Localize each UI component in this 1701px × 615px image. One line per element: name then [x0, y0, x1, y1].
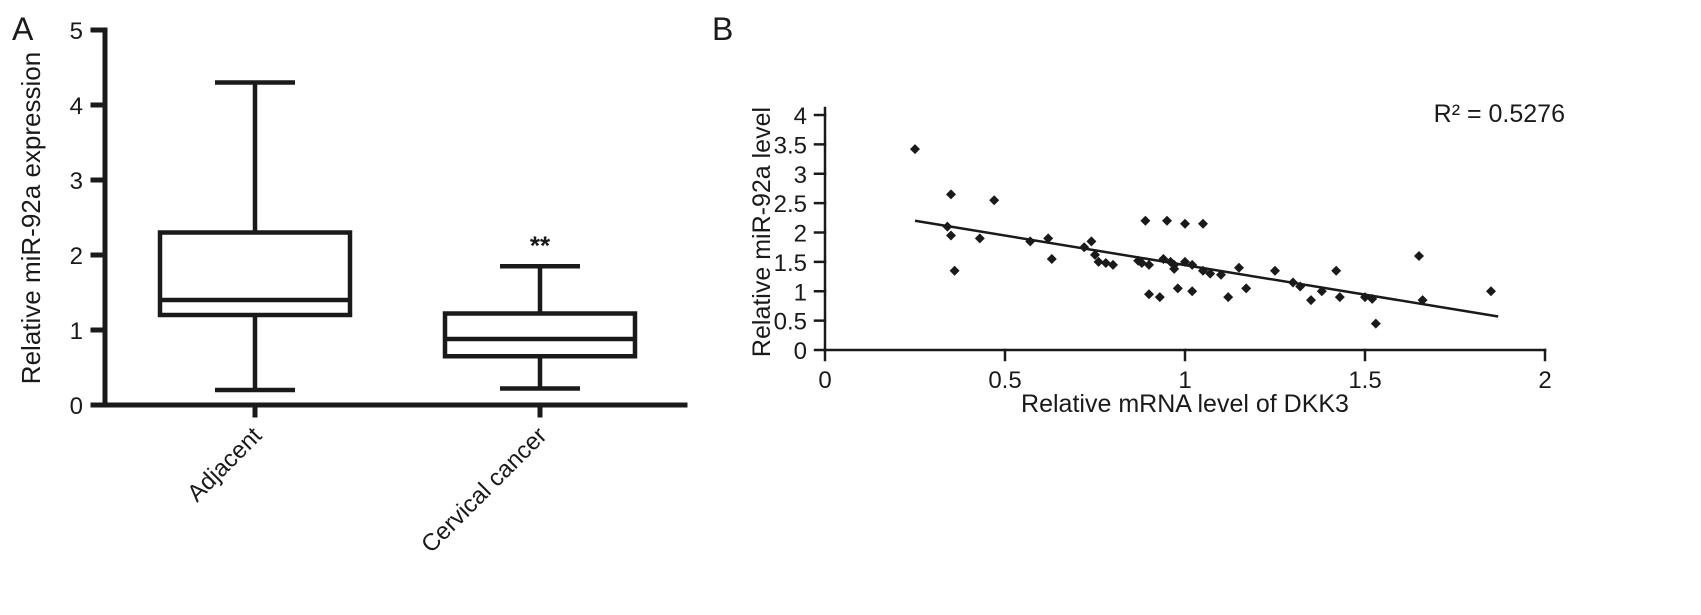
scatter-point: [1046, 253, 1057, 264]
scatter-x-axis-title: Relative mRNA level of DKK3: [1021, 390, 1349, 418]
y-tick-label: 2: [794, 221, 807, 248]
scatter-point: [1100, 258, 1111, 269]
scatter-point: [1144, 289, 1154, 300]
scatter-point: [974, 233, 985, 244]
scatter-point: [1169, 263, 1180, 274]
y-tick-label: 0: [794, 338, 807, 365]
scatter-point: [1370, 318, 1381, 329]
y-tick-label: 5: [70, 18, 83, 45]
scatter-point: [1140, 215, 1151, 226]
y-tick-label: 4: [794, 103, 807, 130]
category-label: Cervical cancer: [416, 422, 552, 558]
scatter-point: [1108, 259, 1118, 270]
scatter-point: [1043, 233, 1054, 244]
category-label: Adjacent: [182, 422, 267, 507]
scatter-point: [1306, 295, 1316, 306]
scatter-point: [1198, 218, 1208, 229]
scatter-point: [946, 189, 956, 200]
scatter-point: [1154, 292, 1165, 303]
scatter-point: [989, 195, 1000, 206]
scatter-panel: 00.511.522.533.540 0.5 1 1.5 2: [774, 103, 1552, 394]
scatter-point: [1090, 249, 1100, 260]
scatter-point: [1162, 215, 1172, 226]
scatter-point: [1270, 265, 1280, 276]
y-tick-label: 1: [70, 318, 83, 345]
scatter-point: [1136, 258, 1147, 269]
scatter-point: [949, 265, 960, 276]
significance-marker: **: [530, 230, 551, 260]
box: [157, 230, 353, 318]
scatter-point: [1241, 283, 1252, 294]
x-tick-label: 0: [818, 367, 831, 394]
boxplot-y-axis-title: Relative miR-92a expression: [16, 52, 46, 384]
y-tick-label: 0: [70, 393, 83, 420]
x-tick-label: 1: [1178, 367, 1191, 394]
scatter-point: [1486, 286, 1496, 297]
x-tick-label: 1.5: [1348, 367, 1381, 394]
scatter-point: [1234, 262, 1244, 273]
scatter-point: [1205, 268, 1216, 279]
scatter-point: [1414, 251, 1424, 261]
x-tick-label: 2: [1538, 367, 1551, 394]
scatter-point: [1086, 236, 1097, 247]
y-tick-label: 1: [794, 279, 807, 306]
y-tick-label: 3: [794, 162, 807, 189]
y-tick-label: 1.5: [774, 250, 807, 277]
scatter-point: [910, 144, 920, 155]
y-tick-label: 2.5: [774, 191, 807, 218]
scatter-point: [1093, 256, 1104, 267]
r-squared-annotation: R² = 0.5276: [1434, 100, 1565, 128]
x-tick-label: 0.5: [988, 367, 1021, 394]
scatter-point: [946, 230, 956, 241]
scatter-point: [1144, 259, 1154, 270]
scatter-point: [1172, 283, 1183, 294]
scatter-point: [1223, 292, 1234, 303]
panel-b-label: B: [712, 11, 733, 47]
y-tick-label: 3.5: [774, 132, 807, 159]
y-tick-label: 2: [70, 243, 83, 270]
scatter-point: [1334, 292, 1345, 303]
y-tick-label: 3: [70, 168, 83, 195]
scatter-point: [1331, 265, 1342, 276]
scatter-point: [1180, 218, 1190, 229]
y-tick-label: 0.5: [774, 309, 807, 336]
scatter-point: [1187, 286, 1198, 297]
scatter-y-axis-title: Relative miR-92a level: [748, 107, 776, 357]
boxplot-panel: 0 1 2 3 4 5 Adjacent Cervical cancer **: [70, 18, 688, 558]
y-tick-label: 4: [70, 93, 83, 120]
panel-a-label: A: [12, 11, 34, 47]
box: [442, 311, 638, 359]
trend-line: [914, 219, 1499, 318]
